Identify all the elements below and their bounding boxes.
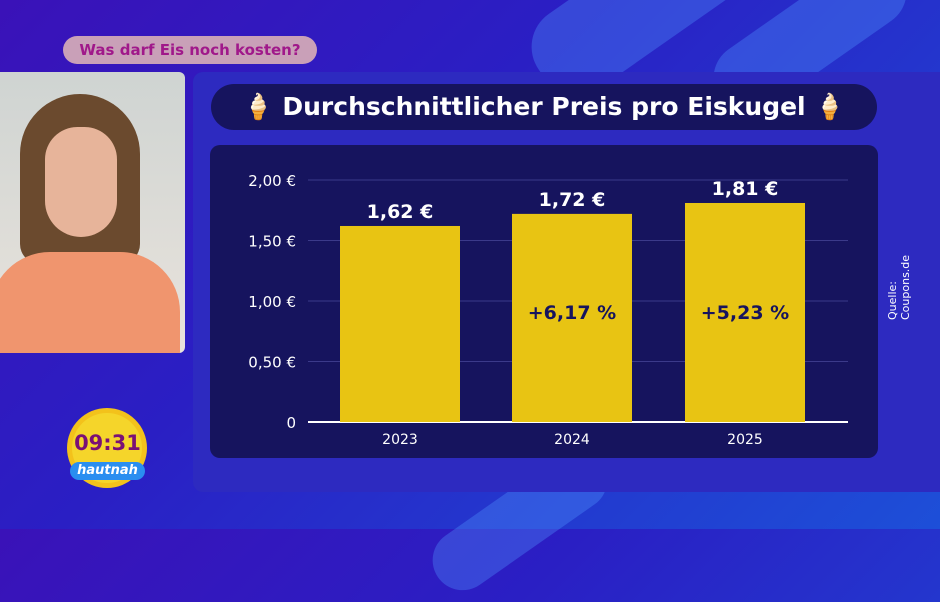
bar-chart: 0 0,50 € 1,00 € 1,50 € 2,00 € 1,62 € 2023 1,72 … xyxy=(248,172,848,448)
presenter-video xyxy=(0,72,185,353)
value-label: 1,81 € xyxy=(712,178,779,200)
x-tick-label: 2023 xyxy=(382,432,418,448)
source-label: Quelle: Coupons.de xyxy=(886,254,912,320)
y-tick-label: 1,00 € xyxy=(248,293,296,311)
y-tick-label: 0 xyxy=(286,414,296,432)
topic-banner: Was darf Eis noch kosten? xyxy=(63,36,317,64)
value-label: 1,72 € xyxy=(539,189,606,211)
bar xyxy=(340,225,460,422)
presenter-face xyxy=(45,127,117,237)
change-label: +5,23 % xyxy=(701,302,789,324)
show-name: hautnah xyxy=(70,462,145,480)
x-tick-label: 2024 xyxy=(554,432,590,448)
ice-cream-icon: 🍦 xyxy=(242,92,274,121)
show-clock-logo: 09:31 hautnah xyxy=(60,405,155,495)
presenter-shirt xyxy=(0,252,180,353)
y-tick-label: 1,50 € xyxy=(248,233,296,251)
bar xyxy=(512,213,632,422)
y-tick-label: 0,50 € xyxy=(248,354,296,372)
bar xyxy=(685,202,805,422)
ice-cream-icon: 🍦 xyxy=(814,92,846,121)
chart-area: 0 0,50 € 1,00 € 1,50 € 2,00 € 1,62 € 2023 1,72 … xyxy=(210,145,878,458)
chart-title: 🍦 Durchschnittlicher Preis pro Eiskugel … xyxy=(211,84,877,130)
y-tick-label: 2,00 € xyxy=(248,172,296,190)
change-label: +6,17 % xyxy=(528,302,616,324)
value-label: 1,62 € xyxy=(367,201,434,223)
clock-time: 09:31 xyxy=(74,431,141,455)
x-tick-label: 2025 xyxy=(727,432,763,448)
